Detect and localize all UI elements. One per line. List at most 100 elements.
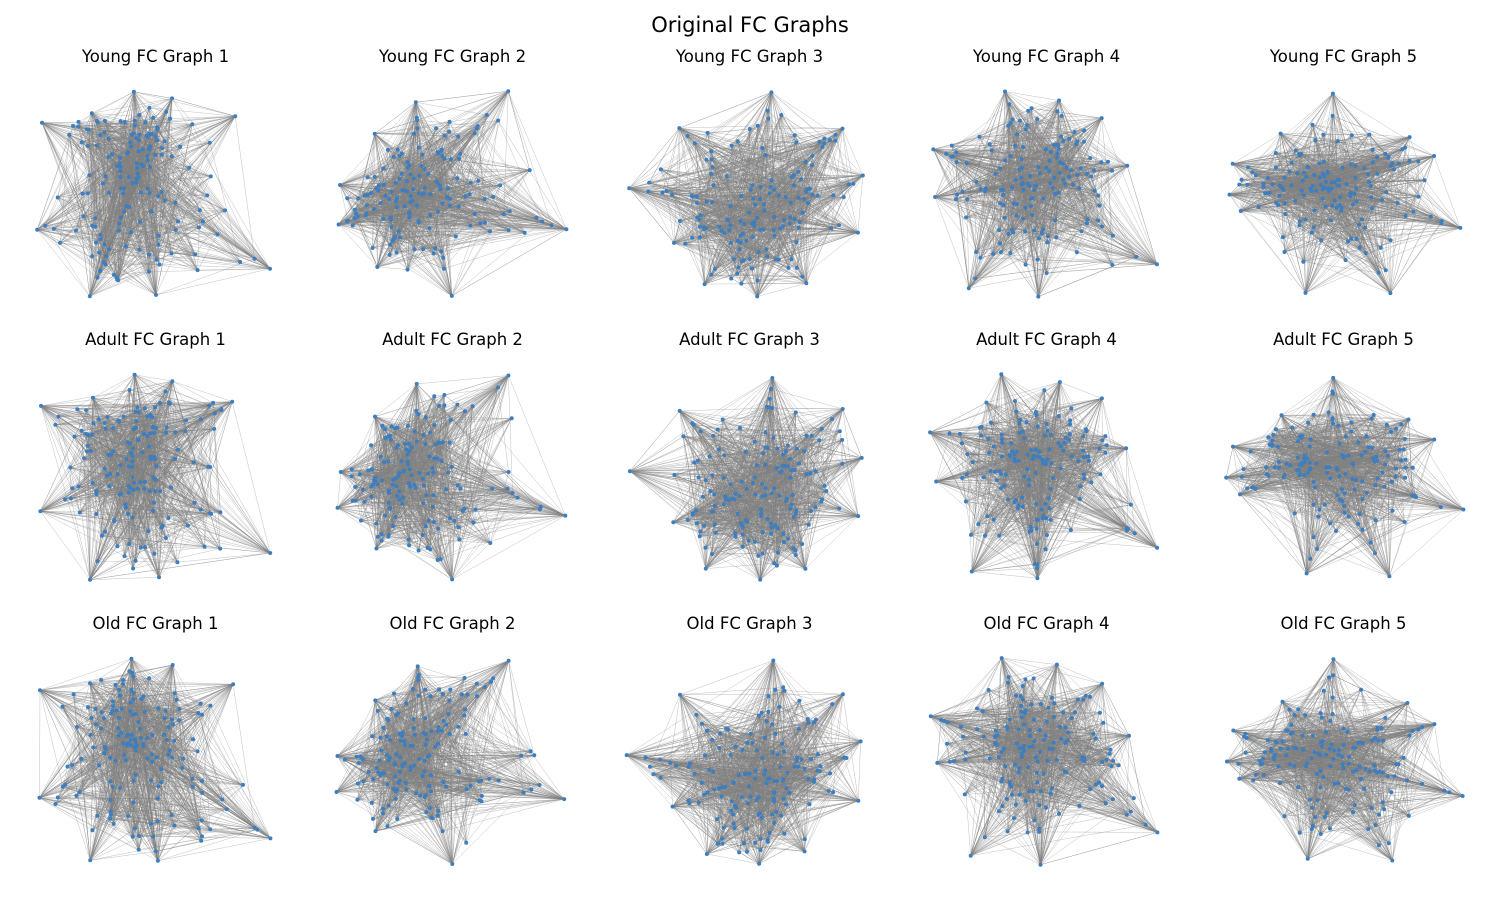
graph-node (782, 218, 786, 222)
graph-node (786, 265, 791, 270)
graph-node (1284, 728, 1289, 733)
graph-node (353, 485, 358, 489)
graph-node (964, 161, 969, 166)
graph-node (1035, 576, 1040, 581)
graph-node (1083, 427, 1088, 432)
graph-node (762, 735, 767, 740)
graph-node (1264, 465, 1269, 470)
graph-node (449, 293, 454, 298)
graph-node (1107, 751, 1112, 756)
graph-node (771, 435, 776, 440)
graph-node (162, 139, 167, 144)
graph-node (1010, 792, 1014, 797)
graph-node (1044, 271, 1049, 275)
graph-node (94, 512, 99, 517)
graph-node (371, 816, 375, 821)
graph-node (658, 757, 662, 762)
graph-node (1340, 487, 1345, 492)
graph-node (88, 448, 93, 453)
graph-node (1040, 457, 1044, 462)
graph-node (372, 174, 377, 179)
network-graph (1224, 375, 1466, 579)
graph-node (496, 778, 501, 783)
graph-node (1034, 526, 1039, 531)
graph-node (85, 191, 90, 196)
graph-node (176, 219, 180, 224)
graph-node (170, 722, 175, 727)
network-graph (37, 656, 273, 863)
graph-node (215, 232, 220, 237)
graph-node (1108, 747, 1113, 752)
graph-node (1336, 781, 1341, 786)
graph-node (140, 147, 145, 152)
graph-node (1311, 535, 1316, 540)
graph-node (647, 180, 652, 185)
graph-node (1279, 413, 1284, 418)
graph-node (806, 776, 811, 781)
graph-node (1097, 780, 1102, 785)
graph-node (1383, 715, 1388, 720)
graph-node (111, 449, 115, 454)
graph-node (1128, 809, 1133, 814)
graph-node (1052, 142, 1056, 147)
graph-node (1327, 746, 1332, 751)
graph-node (252, 256, 257, 261)
graph-node (1308, 466, 1313, 471)
graph-node (1002, 483, 1007, 488)
graph-node (1037, 236, 1041, 241)
graph-node (1302, 456, 1307, 461)
graph-node (100, 533, 104, 538)
graph-panel-adult-5: Adult FC Graph 5 (1195, 330, 1492, 613)
graph-node (766, 116, 771, 121)
graph-node (407, 163, 412, 168)
graph-node (1307, 460, 1312, 465)
graph-node (377, 758, 382, 763)
graph-node (1405, 701, 1410, 705)
panel-title: Adult FC Graph 1 (85, 330, 226, 349)
graph-node (1420, 782, 1425, 786)
graph-node (752, 475, 757, 480)
graph-node (758, 577, 763, 582)
graph-node (745, 740, 750, 745)
graph-node (233, 114, 238, 119)
graph-node (732, 803, 737, 808)
graph-node (456, 525, 461, 530)
graph-node (94, 143, 99, 148)
graph-node (178, 144, 183, 149)
graph-node (1028, 196, 1033, 201)
graph-node (1304, 571, 1309, 576)
graph-node (1350, 477, 1355, 481)
graph-node (169, 154, 174, 159)
graph-node (90, 395, 95, 400)
graph-node (392, 426, 397, 431)
graph-node (1407, 135, 1412, 140)
graph-node (1374, 454, 1379, 459)
graph-node (416, 678, 421, 682)
graph-node (760, 551, 765, 556)
graph-node (422, 758, 427, 763)
graph-node (822, 136, 827, 141)
graph-node (463, 707, 468, 712)
graph-node (1019, 157, 1024, 162)
graph-node (985, 514, 990, 519)
graph-node (999, 250, 1003, 254)
graph-node (1041, 196, 1046, 201)
graph-node (394, 205, 399, 210)
graph-node (435, 456, 440, 461)
graph-node (414, 408, 419, 413)
graph-node (799, 177, 803, 182)
graph-node (370, 734, 375, 739)
graph-nodes (336, 89, 569, 298)
graph-node (1329, 180, 1334, 185)
graph-node (1280, 699, 1285, 704)
graph-node (79, 140, 84, 145)
graph-node (1349, 162, 1354, 167)
graph-node (102, 130, 107, 135)
graph-node (93, 707, 98, 711)
graph-node (803, 159, 808, 164)
graph-panel-old-2: Old FC Graph 2 (304, 614, 601, 897)
graph-node (482, 685, 487, 689)
graph-node (800, 274, 805, 279)
graph-node (1096, 193, 1101, 198)
graph-node (353, 211, 358, 216)
